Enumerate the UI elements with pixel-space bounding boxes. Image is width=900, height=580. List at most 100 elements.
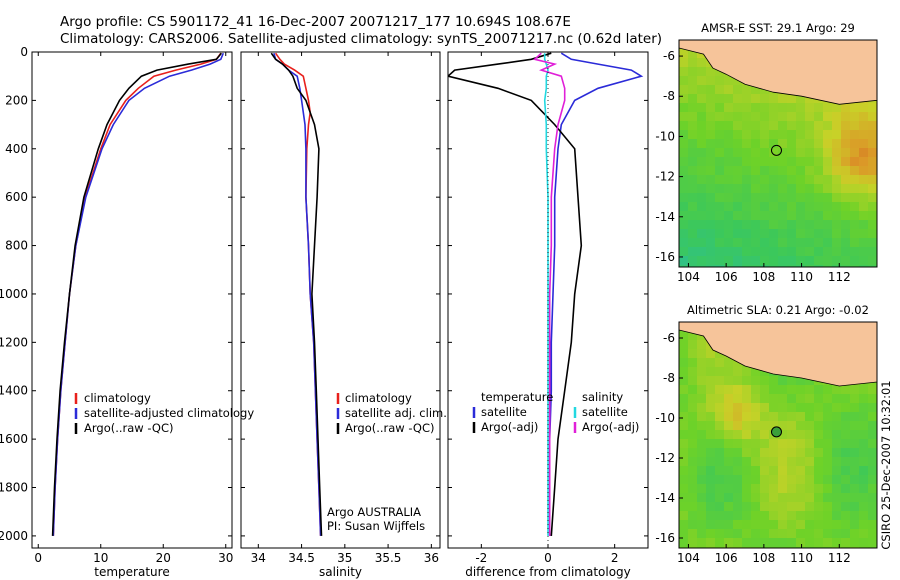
map-cell	[760, 220, 770, 230]
map-cell	[679, 229, 689, 239]
map-cell	[688, 76, 698, 86]
map-cell	[859, 484, 869, 494]
map-cell	[751, 493, 761, 503]
map-cell	[697, 511, 707, 521]
map-cell	[697, 484, 707, 494]
map-cell	[778, 484, 788, 494]
map-cell	[832, 166, 842, 176]
map-cell	[778, 148, 788, 158]
map-cell	[751, 211, 761, 221]
map-cell	[715, 220, 725, 230]
map-cell	[796, 394, 806, 404]
map-cell	[697, 340, 707, 350]
difference-xlabel: difference from climatology	[465, 565, 631, 579]
map-cell	[796, 256, 806, 266]
map-cell	[742, 130, 752, 140]
map-cell	[769, 529, 779, 539]
map-cell	[733, 247, 743, 257]
map-cell	[760, 94, 770, 104]
map-cell	[841, 430, 851, 440]
map-cell	[832, 211, 842, 221]
temperature-xtick-label: 30	[218, 551, 233, 565]
map-cell	[733, 493, 743, 503]
map-cell	[724, 148, 734, 158]
map-cell	[841, 448, 851, 458]
map-cell	[805, 184, 815, 194]
map-cell	[760, 466, 770, 476]
map-cell	[751, 511, 761, 521]
map-cell	[832, 511, 842, 521]
map-cell	[868, 121, 877, 131]
sla-map-argo-marker	[770, 426, 782, 438]
map-cell	[769, 520, 779, 530]
sst-map-argo-marker	[770, 144, 782, 156]
map-cell	[832, 520, 842, 530]
map-cell	[769, 256, 779, 266]
map-cell	[688, 103, 698, 113]
map-cell	[742, 211, 752, 221]
map-cell	[778, 112, 788, 122]
map-cell	[742, 376, 752, 386]
map-cell	[688, 367, 698, 377]
map-cell	[706, 265, 716, 267]
map-cell	[805, 475, 815, 485]
map-cell	[796, 529, 806, 539]
sla-map-xtick-label: 112	[828, 551, 851, 565]
map-cell	[697, 193, 707, 203]
salinity-series-0	[274, 52, 322, 536]
sla-map-frame	[678, 321, 878, 549]
map-cell	[868, 130, 877, 140]
sst-map-ytick-label: -14	[655, 210, 675, 224]
map-cell	[733, 112, 743, 122]
map-cell	[715, 265, 725, 267]
map-cell	[868, 157, 877, 167]
map-cell	[751, 475, 761, 485]
map-cell	[760, 520, 770, 530]
map-cell	[724, 211, 734, 221]
map-cell	[760, 157, 770, 167]
map-cell	[769, 538, 779, 548]
map-cell	[778, 220, 788, 230]
temperature-frame	[31, 51, 233, 549]
map-cell	[697, 529, 707, 539]
map-cell	[715, 439, 725, 449]
difference-lines	[448, 52, 644, 536]
map-cell	[814, 220, 824, 230]
map-cell	[724, 493, 734, 503]
map-cell	[724, 220, 734, 230]
map-cell	[679, 538, 689, 548]
map-cell	[859, 385, 869, 395]
temperature-xtick-label: 20	[156, 551, 171, 565]
map-cell	[724, 511, 734, 521]
map-cell	[832, 475, 842, 485]
map-cell	[778, 238, 788, 248]
map-cell	[841, 520, 851, 530]
map-cell	[787, 493, 797, 503]
map-cell	[796, 412, 806, 422]
map-cell	[715, 421, 725, 431]
map-cell	[841, 112, 851, 122]
map-cell	[679, 85, 689, 95]
map-cell	[832, 538, 842, 548]
map-cell	[724, 376, 734, 386]
map-cell	[787, 475, 797, 485]
map-cell	[787, 466, 797, 476]
map-cell	[769, 247, 779, 257]
map-cell	[679, 265, 689, 267]
map-cell	[715, 238, 725, 248]
map-cell	[814, 193, 824, 203]
sst-map-xtick-label: 112	[828, 270, 851, 284]
map-cell	[706, 67, 716, 77]
map-cell	[679, 457, 689, 467]
map-cell	[787, 448, 797, 458]
map-cell	[832, 394, 842, 404]
temperature-panel: 0 10 20 30 0 200 400 600 800 1000 1200 1400 1600 1800…	[0, 45, 254, 579]
map-cell	[796, 121, 806, 131]
difference-legend-item: satellite	[481, 405, 527, 419]
map-cell	[751, 130, 761, 140]
map-cell	[832, 385, 842, 395]
salinity-annotation: PI: Susan Wijffels	[327, 519, 425, 533]
map-cell	[841, 220, 851, 230]
map-cell	[814, 103, 824, 113]
